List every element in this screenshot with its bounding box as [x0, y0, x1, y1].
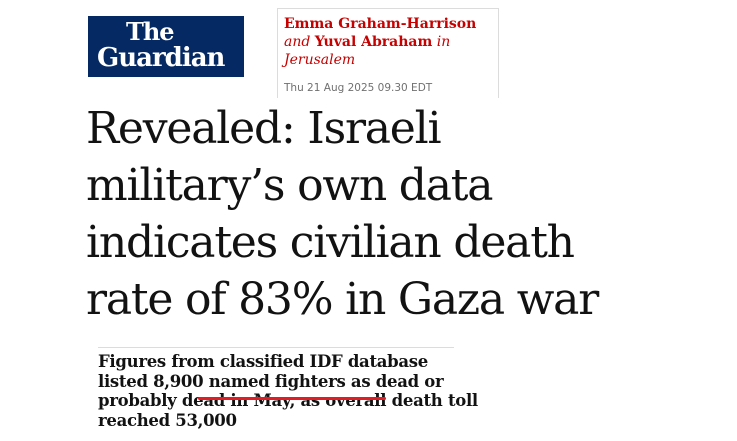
standfirst-text-1: Figures from classified IDF database lis… [98, 352, 428, 391]
byline-and: and [284, 34, 311, 50]
byline-in: in [436, 34, 451, 50]
standfirst-text-2: as dead or probably dead in May, as over… [98, 371, 478, 430]
author-link-1[interactable]: Emma Graham-Harrison [284, 16, 477, 32]
author-link-2[interactable]: Yuval Abraham [314, 34, 433, 50]
logo-line-1: The [126, 17, 175, 46]
byline-location: Jerusalem [284, 52, 356, 68]
red-underline-annotation [198, 397, 386, 400]
guardian-logo[interactable]: The Guardian [88, 16, 244, 77]
publish-date: Thu 21 Aug 2025 09.30 EDT [284, 82, 433, 94]
standfirst-highlight: named fighters [208, 371, 346, 391]
article-standfirst: Figures from classified IDF database lis… [98, 352, 478, 430]
article-headline: Revealed: Israeli military’s own data in… [86, 103, 599, 325]
byline-panel: Emma Graham-Harrison and Yuval Abraham i… [277, 8, 499, 98]
logo-line-2: Guardian [97, 43, 225, 73]
byline-authors: Emma Graham-Harrison and Yuval Abraham i… [284, 15, 494, 69]
standfirst-divider [98, 347, 454, 348]
